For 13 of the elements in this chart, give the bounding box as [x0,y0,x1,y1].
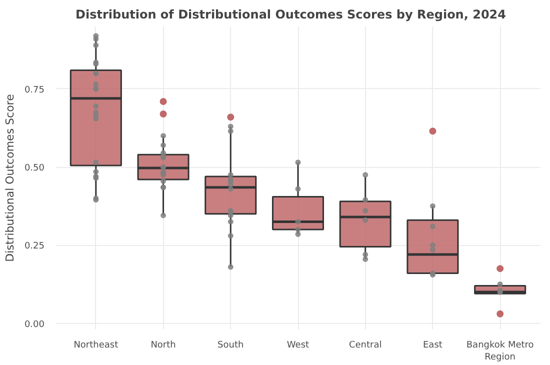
x-tick-label: East [423,340,443,350]
x-tick-label: Northeast [74,340,119,350]
y-tick-label: 0.25 [24,242,45,252]
x-tick-label: South [218,340,244,350]
x-tick-label: West [286,340,310,350]
x-tick-label: Bangkok Metro Region [466,340,534,362]
y-tick-label: 0.50 [24,164,45,174]
y-tick-label: 0.00 [24,320,45,330]
x-tick-label: Central [348,340,382,350]
x-tick-label: North [150,340,176,350]
y-tick-label: 0.75 [24,85,45,96]
chart-title: Distribution of Distributional Outcomes Scores by Region, 2024 [76,8,506,22]
y-axis-title: Distributional Outcomes Score [3,94,16,262]
